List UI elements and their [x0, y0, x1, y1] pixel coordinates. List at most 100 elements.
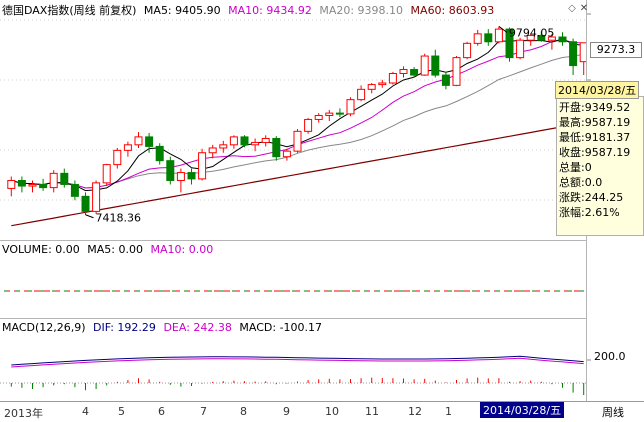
macd-dif: DIF: 192.29: [93, 321, 156, 334]
candle-body: [123, 144, 132, 151]
ma20-line: [11, 53, 584, 189]
info-close: 收盘:9587.19: [559, 146, 631, 159]
info-amount: 总额:0.0: [559, 176, 603, 189]
candle-body: [17, 179, 26, 187]
candle-body: [569, 41, 578, 67]
time-axis-label: 2013年: [4, 407, 43, 420]
low-annotation: 7418.36: [96, 212, 142, 225]
macd-header: MACD(12,26,9) DIF: 192.29 DEA: 242.38 MA…: [2, 321, 326, 334]
info-pct: 涨幅:2.61%: [559, 206, 620, 219]
info-volume: 总量:0: [559, 161, 592, 174]
last-price-tag: 9273.3: [590, 42, 642, 58]
candlestick-panel[interactable]: 德国DAX指数(周线 前复权) MA5: 9405.90 MA10: 9434.…: [0, 0, 589, 241]
volume-label: VOLUME: 0.00: [2, 243, 80, 256]
candle-body: [219, 144, 228, 149]
ma60-label: MA60: 8603.93: [410, 4, 495, 17]
time-axis-label: 11: [365, 405, 379, 418]
candle-body: [134, 136, 143, 146]
time-axis-label: 9: [283, 405, 290, 418]
candle-body: [346, 99, 355, 115]
candle-body: [378, 82, 387, 86]
ma-header: 德国DAX指数(周线 前复权) MA5: 9405.90 MA10: 9434.…: [2, 2, 498, 18]
info-change: 涨跌:244.25: [559, 191, 624, 204]
candle-body: [325, 112, 334, 116]
close-icon[interactable]: ✕: [579, 3, 589, 14]
candle-body: [282, 150, 291, 158]
candle-body: [463, 42, 472, 59]
candle-body: [102, 164, 111, 184]
candle-body: [92, 182, 101, 212]
candle-body: [81, 195, 90, 212]
candle-body: [388, 72, 397, 84]
info-open: 开盘:9349.52: [559, 101, 631, 114]
candle-body: [39, 183, 48, 189]
ma10-line: [11, 39, 584, 189]
time-axis-label: 10: [325, 405, 339, 418]
candle-body: [484, 33, 493, 43]
period-selector[interactable]: 周线: [602, 406, 624, 419]
volume-svg: [4, 290, 584, 292]
candle-body: [7, 179, 16, 189]
candle-body: [293, 130, 302, 152]
low-annotation-arrow: [85, 214, 94, 219]
candle-body: [187, 172, 196, 180]
candle-body: [537, 34, 546, 41]
macd-axis-label: 200.0: [594, 350, 626, 363]
candle-body: [357, 88, 366, 101]
candle-body: [441, 74, 450, 86]
candle-body: [399, 69, 408, 74]
macd-value: MACD: -100.17: [239, 321, 323, 334]
candle-body: [314, 114, 323, 120]
candle-body: [251, 141, 260, 146]
candle-body: [335, 112, 344, 115]
info-date: 2014/03/28/五: [555, 81, 640, 99]
info-low: 最低:9181.37: [559, 131, 631, 144]
candle-body: [166, 160, 175, 181]
ma5-label: MA5: 9405.90: [143, 4, 221, 17]
macd-dea: DEA: 242.38: [163, 321, 232, 334]
ma5-line: [11, 38, 584, 192]
macd-svg: [0, 355, 586, 395]
candle-body: [176, 172, 185, 181]
macd-name: MACD(12,26,9): [2, 321, 86, 334]
dif-line: [11, 355, 584, 366]
candle-body: [494, 28, 503, 43]
ohlc-info-box: 2014/03/28/五 开盘:9349.52 最高:9587.19 最低:91…: [555, 81, 644, 236]
selected-date-tag: 2014/03/28/五: [480, 402, 565, 418]
candle-body: [70, 183, 79, 197]
candle-body: [60, 172, 69, 185]
chart-title: 德国DAX指数(周线 前复权): [2, 4, 137, 17]
time-axis-label: 7: [200, 405, 207, 418]
candle-body: [49, 172, 58, 189]
candle-body: [473, 33, 482, 44]
high-annotation: 9794.05: [509, 26, 555, 39]
dea-line: [11, 357, 584, 368]
candle-body: [272, 137, 281, 158]
settings-diamond-icon[interactable]: ◇: [568, 3, 576, 14]
macd-panel[interactable]: MACD(12,26,9) DIF: 192.29 DEA: 242.38 MA…: [0, 319, 587, 401]
ma20-label: MA20: 9398.10: [319, 4, 404, 17]
candle-body: [367, 84, 376, 90]
candle-body: [240, 136, 249, 146]
candle-body: [558, 36, 567, 43]
time-axis-label: 5: [118, 405, 125, 418]
candle-body: [579, 42, 586, 63]
candle-body: [410, 69, 419, 76]
candle-body: [208, 147, 217, 154]
time-axis-label: 4: [82, 405, 89, 418]
candle-body: [505, 28, 514, 59]
candle-body: [198, 152, 207, 180]
candle-body: [516, 39, 525, 59]
info-high: 最高:9587.19: [559, 116, 631, 129]
candle-body: [229, 136, 238, 146]
candle-body: [547, 36, 556, 41]
candle-body: [452, 57, 461, 86]
candle-chart-svg: 9794.05 7418.36: [0, 19, 586, 227]
candle-body: [155, 145, 164, 162]
volume-header: VOLUME: 0.00 MA5: 0.00 MA10: 0.00: [2, 243, 217, 256]
volume-panel[interactable]: VOLUME: 0.00 MA5: 0.00 MA10: 0.00: [0, 241, 587, 319]
price-axis-svg: [587, 13, 591, 361]
volume-ma10-label: MA10: 0.00: [150, 243, 214, 256]
candle-body: [304, 118, 313, 132]
